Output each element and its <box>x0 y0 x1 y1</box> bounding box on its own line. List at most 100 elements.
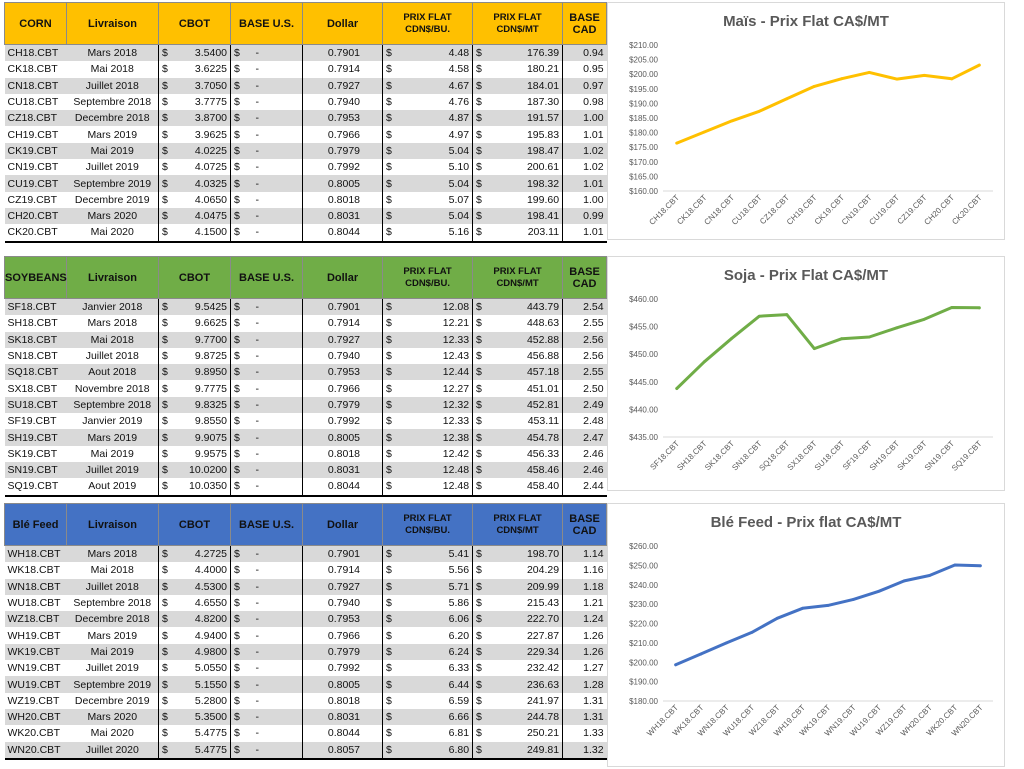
base-us-currency: $ <box>230 692 253 709</box>
base-us-currency: $ <box>230 545 253 563</box>
base-cad-value: 2.46 <box>562 445 607 462</box>
soybeans-table: SOYBEANS Livraison CBOT BASE U.S. Dollar PRIX… <box>4 256 608 497</box>
cbot-currency: $ <box>158 741 181 760</box>
data-point <box>757 314 761 318</box>
flat-bu-currency: $ <box>382 643 407 661</box>
base-cad-value: 2.47 <box>562 429 607 446</box>
data-point <box>867 71 871 74</box>
delivery-month: Mai 2019 <box>66 142 159 160</box>
cbot-price: 4.0325 <box>180 175 231 192</box>
flat-price-bu: 4.97 <box>448 128 470 141</box>
flat-mt-currency: $ <box>472 380 497 397</box>
base-cad-value: 2.46 <box>562 461 607 479</box>
flat-price-bu: 12.42 <box>442 447 470 460</box>
cbot-currency: $ <box>158 191 181 208</box>
data-point <box>977 63 981 67</box>
flat-price-bu: 12.27 <box>442 382 470 395</box>
base-us-value: - <box>252 478 303 497</box>
flat-price-mt: 176.39 <box>496 44 563 62</box>
base-us-currency: $ <box>230 708 253 726</box>
base-us-value: - <box>255 629 260 642</box>
cbot-currency: $ <box>158 562 181 579</box>
cbot-currency: $ <box>158 364 181 381</box>
cbot-currency: $ <box>158 461 181 479</box>
table-row: CH20.CBT Mars 2020 $4.0475 $ -0.8031 $5.04 $19… <box>4 207 607 225</box>
flat-price-mt: 244.78 <box>496 708 563 726</box>
delivery-month: Juillet 2019 <box>85 161 139 174</box>
cbot-price: 9.9575 <box>194 447 228 460</box>
base-us-value: - <box>252 331 303 348</box>
flat-price-mt: 454.78 <box>496 429 563 446</box>
base-us-value: - <box>255 128 260 141</box>
cbot-price: 9.7775 <box>194 382 228 395</box>
col-header-prix-flat-mt-line1: PRIX FLAT <box>493 265 542 277</box>
base-us-currency: $ <box>230 126 253 143</box>
flat-price-mt: 453.11 <box>527 415 560 428</box>
delivery-month: Decembre 2018 <box>66 110 159 127</box>
dollar-rate: 0.7979 <box>302 142 383 160</box>
flat-mt-currency: $ <box>472 142 497 160</box>
dollar-rate: 0.7927 <box>302 331 383 348</box>
flat-mt-currency: $ <box>472 61 497 78</box>
flat-mt-currency: $ <box>472 676 497 693</box>
dollar-rate: 0.8057 <box>302 741 383 760</box>
table-row: WZ18.CBT Decembre 2018 $4.8200 $ -0.7953 $6.0… <box>4 611 607 628</box>
dollar-rate: 0.7914 <box>302 315 383 332</box>
base-us-currency: $ <box>230 478 253 497</box>
base-cad-value: 1.01 <box>562 224 607 243</box>
flat-price-mt: 458.46 <box>496 461 563 479</box>
data-point <box>812 84 816 88</box>
table-row: SN19.CBT Juillet 2019 $10.0200 $ -0.8031 $12.… <box>4 461 607 479</box>
base-us-value: - <box>252 207 303 225</box>
delivery-month: Septembre 2018 <box>66 396 159 414</box>
contract-code: CH20.CBT <box>4 207 67 225</box>
data-point <box>922 317 926 321</box>
base-us-value: - <box>255 317 260 330</box>
contract-code: WH18.CBT <box>4 545 67 563</box>
flat-bu-currency: $ <box>382 611 407 628</box>
base-us-currency: $ <box>230 676 253 693</box>
delivery-month: Septembre 2019 <box>66 175 159 192</box>
flat-price-bu: 12.38 <box>406 429 473 446</box>
flat-mt-currency: $ <box>472 611 497 628</box>
contract-code: SF18.CBT <box>4 298 67 316</box>
table-row: CN19.CBT Juillet 2019 $4.0725 $ -0.7992 $5.10… <box>5 159 607 176</box>
contract-code: CK18.CBT <box>7 63 58 76</box>
base-us-value: - <box>252 578 303 595</box>
flat-bu-currency: $ <box>382 224 407 243</box>
col-header-base-cad: BASE CAD <box>562 503 608 546</box>
delivery-month: Decembre 2019 <box>74 193 150 206</box>
flat-bu-currency: $ <box>382 126 407 143</box>
flat-bu-currency: $ <box>382 207 407 225</box>
dollar-rate: 0.7953 <box>302 110 383 127</box>
base-us-value: - <box>255 193 260 206</box>
flat-price-mt: 456.88 <box>526 350 560 363</box>
dollar-rate: 0.7966 <box>302 627 383 644</box>
cbot-price: 4.0725 <box>194 161 228 174</box>
table-row: SH19.CBT Mars 2019 $9.9075 $ -0.8005 $12.38 $4… <box>4 429 607 446</box>
col-header-dollar: Dollar <box>302 256 384 299</box>
base-cad-value: 1.33 <box>562 725 607 742</box>
base-cad-value: 1.02 <box>562 159 607 176</box>
dollar-rate: 0.8005 <box>302 175 383 192</box>
col-header-prix-flat-bu-line2: CDN$/BU. <box>405 277 450 289</box>
flat-bu-currency: $ <box>382 396 407 414</box>
cbot-price: 3.6225 <box>194 63 228 76</box>
base-us-currency: $ <box>230 77 253 94</box>
cbot-price: 4.0475 <box>180 207 231 225</box>
ble-feed-table: Blé Feed Livraison CBOT BASE U.S. Dollar PRIX… <box>4 503 608 760</box>
flat-mt-currency: $ <box>472 692 497 709</box>
flat-price-bu: 6.33 <box>448 662 470 675</box>
table-row: CU18.CBT Septembre 2018 $3.7775 $ -0.7940 $4.… <box>5 93 607 111</box>
flat-bu-currency: $ <box>382 298 407 316</box>
base-cad-value: 1.31 <box>562 692 607 709</box>
delivery-month: Decembre 2019 <box>74 694 150 707</box>
table-row: SH18.CBT Mars 2018 $9.6625 $ -0.7914 $12.21 $4… <box>5 315 607 332</box>
data-point <box>928 574 931 577</box>
table-row: SQ19.CBT Aout 2019 $10.0350 $ -0.8044 $12.48 $… <box>4 478 607 497</box>
table-row: SF19.CBT Janvier 2019 $9.8550 $ -0.7992 $12.3… <box>5 413 607 430</box>
cbot-currency: $ <box>158 429 181 446</box>
y-tick-label: $250.00 <box>629 561 658 570</box>
flat-bu-currency: $ <box>382 364 407 381</box>
y-tick-label: $190.00 <box>629 678 658 687</box>
